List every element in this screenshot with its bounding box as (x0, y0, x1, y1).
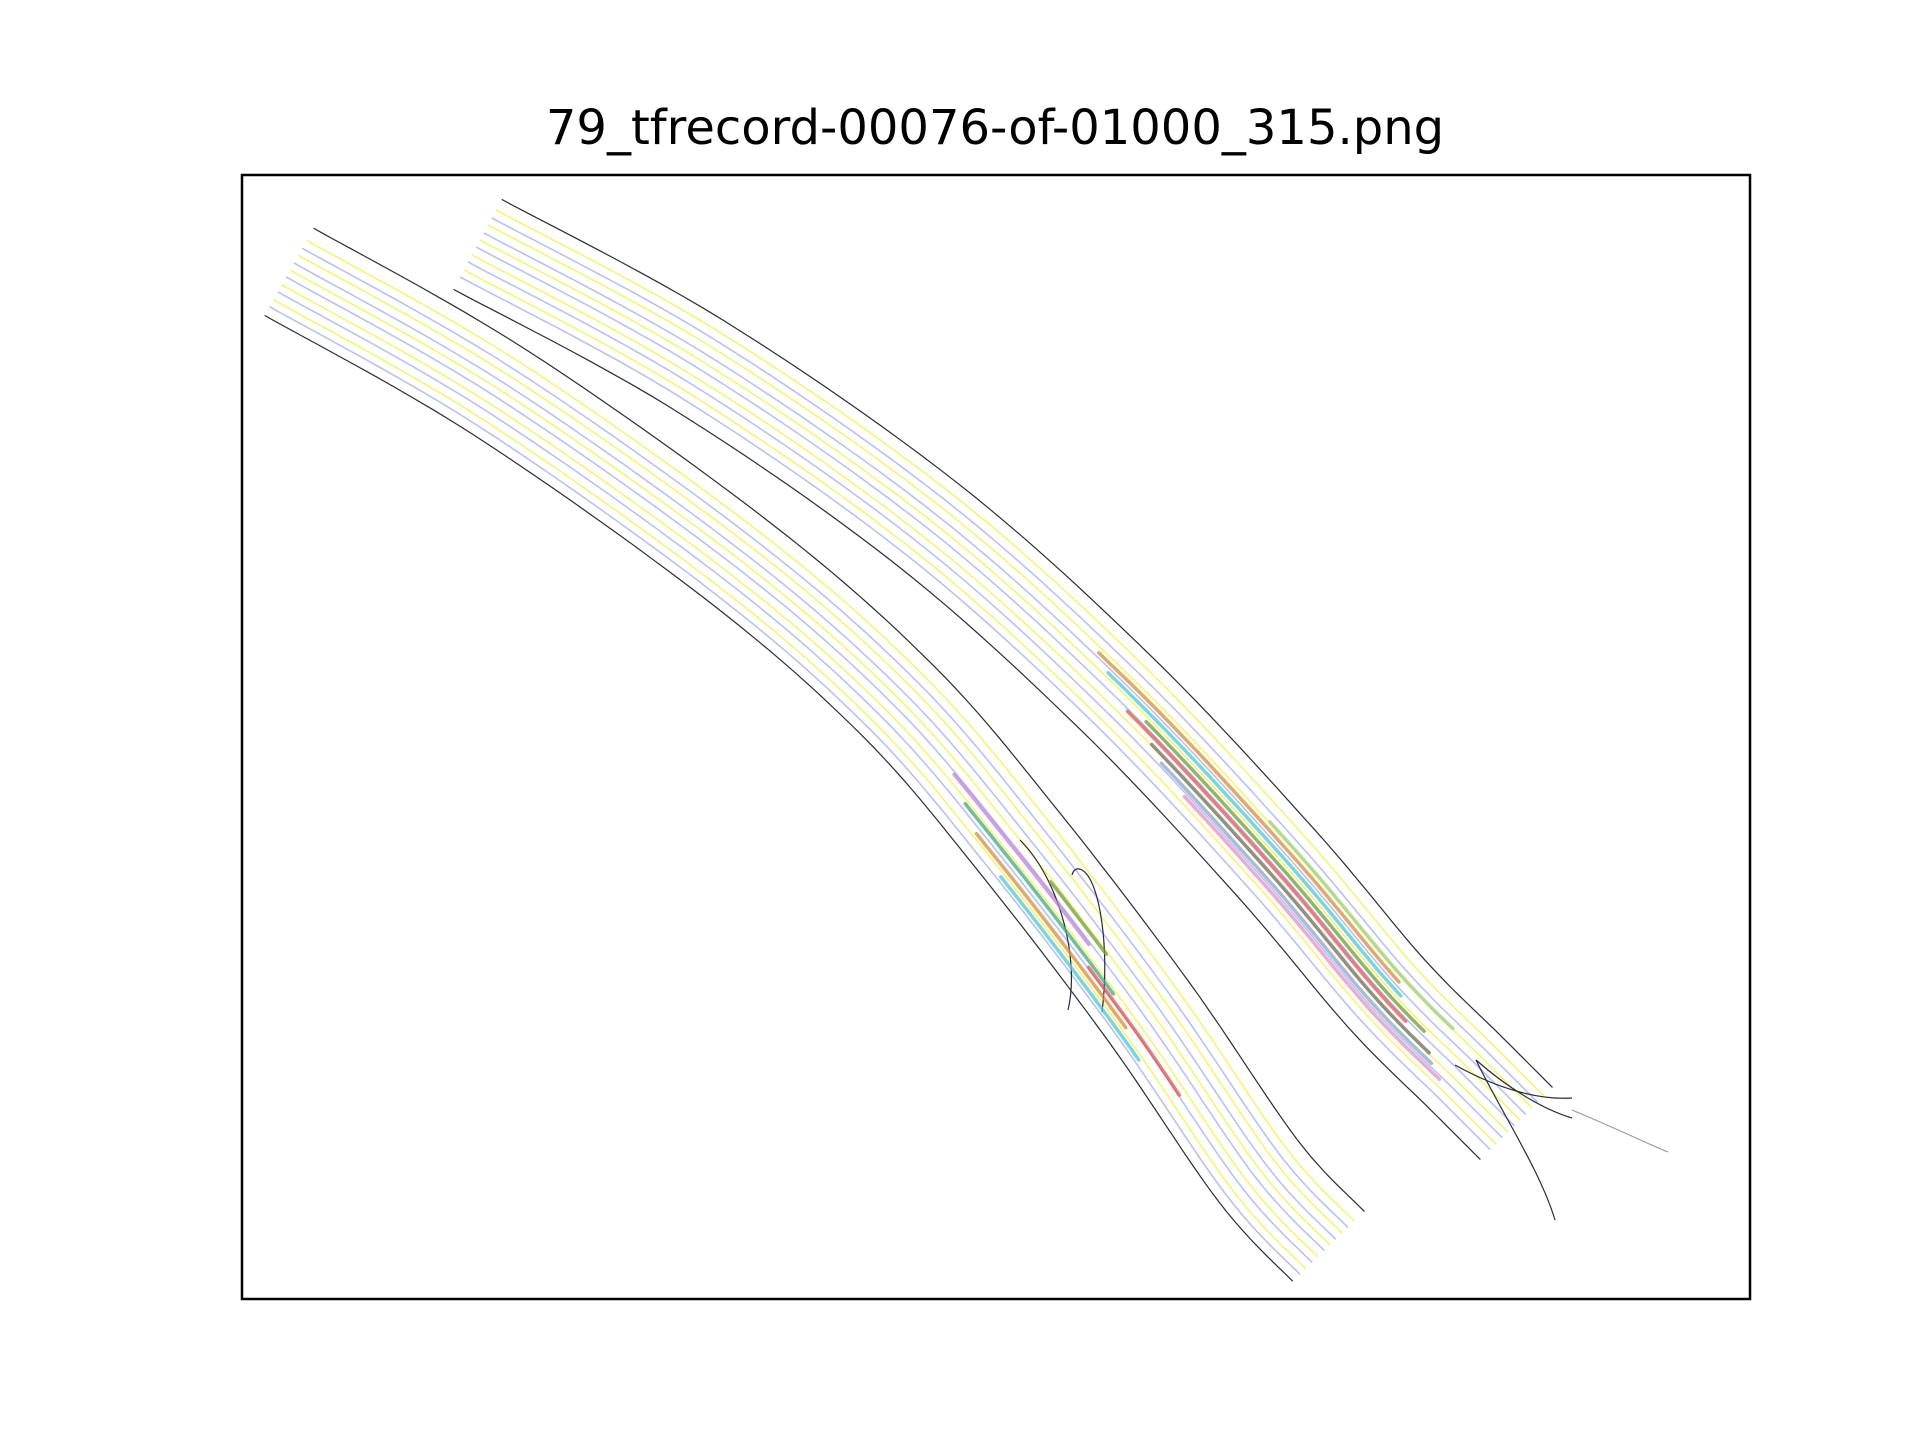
west-lane-line (285, 276, 1325, 1252)
east-lane-line (471, 254, 1509, 1133)
west-lane-line (273, 299, 1307, 1270)
west-lane-line (301, 247, 1349, 1229)
east-lane-line (463, 269, 1497, 1145)
west-inner-edge (264, 314, 1294, 1282)
trajectory-11 (999, 875, 1141, 1062)
west-lane-line (281, 284, 1319, 1258)
east-lane-line (487, 224, 1533, 1109)
west-lane-line (297, 254, 1343, 1234)
west-lane-line (277, 291, 1313, 1263)
trajectory-3 (1125, 709, 1408, 1023)
trajectory-9 (963, 801, 1116, 996)
east-lane-line (459, 276, 1491, 1151)
trajectory-7 (1268, 820, 1455, 1031)
extension-line (1571, 1109, 1669, 1153)
agent-trajectories (952, 651, 1455, 1097)
figure-title: 79_tfrecord-00076-of-01000_315.png (545, 100, 1445, 156)
trajectory-10 (974, 831, 1128, 1030)
east-lane-line (491, 217, 1539, 1103)
fork-edge-lower (1475, 1059, 1573, 1119)
west-lane-line (306, 239, 1355, 1222)
trajectory-0 (1097, 651, 1401, 984)
east-lane-line (475, 246, 1515, 1127)
east-inner-edge (501, 198, 1553, 1088)
trajectory-5 (1159, 761, 1434, 1066)
plot-frame (240, 173, 1752, 1301)
east-lane-line (467, 261, 1503, 1139)
ramp-gore (1071, 868, 1083, 876)
east-lane-line (495, 209, 1545, 1097)
trajectory-8 (952, 772, 1091, 947)
trajectory-4 (1149, 742, 1431, 1055)
west-lane-line (289, 269, 1331, 1246)
ramp-edge-left (1019, 839, 1073, 1011)
east-lane-line (483, 232, 1527, 1115)
lane-lines (269, 209, 1545, 1275)
east-lane-line (479, 239, 1521, 1121)
east-outer-edge (453, 288, 1481, 1161)
trajectory-1 (1106, 671, 1403, 998)
west-outer-edge (313, 227, 1365, 1213)
road-edges (264, 198, 1669, 1282)
fork-edge-upper (1454, 1064, 1573, 1099)
west-lane-line (293, 262, 1337, 1240)
trajectory-6 (1182, 794, 1442, 1081)
trajectory-12 (1048, 880, 1108, 956)
trajectory-13 (1086, 965, 1182, 1097)
west-lane-line (269, 305, 1301, 1275)
fork-branch-edge (1475, 1059, 1556, 1221)
trajectory-2 (1144, 719, 1426, 1033)
